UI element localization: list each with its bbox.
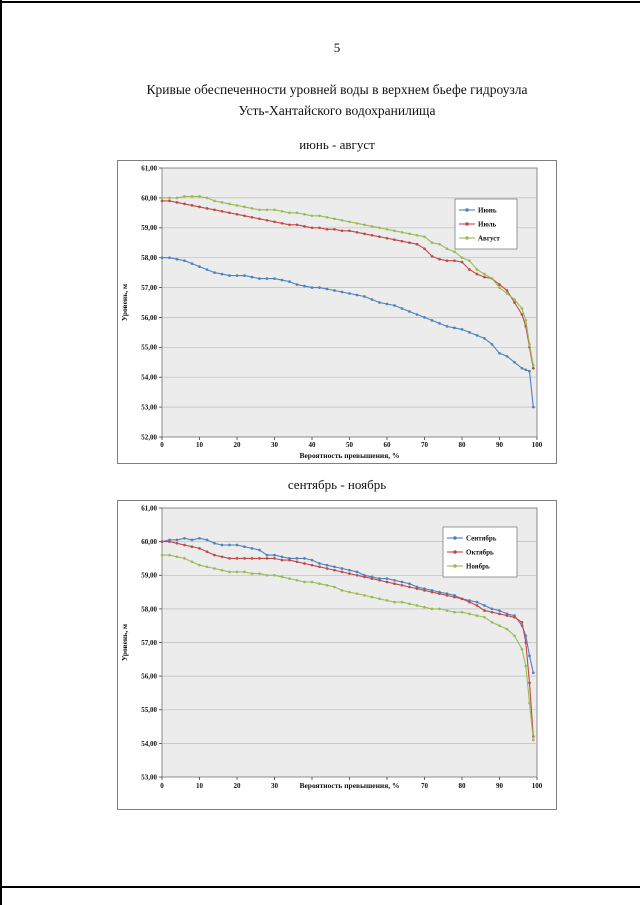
gridlines [162, 197, 537, 408]
y-axis-title: Уровень, м [120, 624, 129, 661]
x-tick-label: 60 [384, 441, 392, 449]
x-axis-title-backing [296, 780, 403, 790]
y-axis: 53,00 54,00 55,00 56,00 57,00 58,00 59,00 60,00… [141, 504, 162, 781]
x-tick-label: 10 [196, 782, 204, 790]
legend-marker-icon [453, 550, 457, 554]
series-Август [160, 194, 535, 367]
scan-edge-top [0, 1, 640, 3]
x-tick-label: 0 [160, 441, 164, 449]
legend-label: Август [478, 234, 500, 242]
y-tick-label: 60,00 [141, 194, 157, 202]
y-tick-label: 61,00 [141, 504, 157, 512]
x-tick-label: 90 [496, 441, 504, 449]
legend-marker-icon [465, 222, 469, 226]
legend: Сентябрь Октябрь Ноябрь [442, 526, 518, 578]
document-title: Кривые обеспеченности уровней воды в вер… [117, 80, 557, 122]
document-title-line1: Кривые обеспеченности уровней воды в вер… [146, 82, 528, 97]
x-tick-label: 90 [496, 782, 504, 790]
y-tick-label: 60,00 [141, 538, 157, 546]
series-Июль [160, 199, 535, 370]
x-tick-label: 100 [532, 441, 543, 449]
x-tick-label: 40 [309, 441, 317, 449]
x-axis-title: Вероятность превышения, % [299, 451, 399, 460]
series-Июнь [160, 256, 535, 409]
y-tick-label: 55,00 [141, 344, 157, 352]
document-title-line2: Усть-Хантайского водохранилища [238, 102, 436, 118]
x-tick-label: 80 [459, 782, 467, 790]
legend-marker-icon [453, 536, 457, 540]
scan-edge-left [0, 0, 2, 905]
x-tick-label: 20 [234, 782, 242, 790]
legend-marker-icon [453, 564, 457, 568]
x-tick-label: 80 [459, 441, 467, 449]
y-tick-label: 53,00 [141, 773, 157, 781]
x-tick-label: 0 [160, 782, 164, 790]
y-tick-label: 56,00 [141, 314, 157, 322]
y-axis-title: Уровень, м [120, 284, 129, 321]
legend-label: Июнь [478, 206, 497, 214]
chart-september-november-plot: 53,00 54,00 55,00 56,00 57,00 58,00 59,00 60,00… [117, 499, 557, 810]
legend: Июнь Июль Август [454, 198, 518, 250]
document-page: 5 Кривые обеспеченности уровней воды в в… [117, 0, 557, 810]
y-tick-label: 59,00 [141, 224, 157, 232]
y-tick-label: 56,00 [141, 672, 157, 680]
y-tick-label: 52,00 [141, 433, 157, 441]
scan-edge-bottom [0, 886, 640, 888]
x-tick-label: 100 [532, 782, 543, 790]
x-tick-label: 70 [421, 782, 429, 790]
x-tick-label: 30 [271, 782, 279, 790]
y-tick-label: 54,00 [141, 373, 157, 381]
y-tick-label: 57,00 [141, 284, 157, 292]
x-axis: 0 10 20 30 40 50 60 70 80 90 100 [160, 436, 543, 449]
x-tick-label: 20 [234, 441, 242, 449]
chart-title-september-november: сентябрь - ноябрь [287, 476, 387, 492]
x-axis-title: Вероятность превышения, % [299, 781, 399, 790]
page-number: 5 [333, 40, 341, 55]
y-tick-label: 59,00 [141, 572, 157, 580]
legend-label: Сентябрь [466, 534, 497, 542]
legend-marker-icon [465, 236, 469, 240]
legend-label: Ноябрь [466, 562, 490, 570]
y-tick-label: 57,00 [141, 639, 157, 647]
legend-label: Июль [478, 220, 497, 228]
y-tick-label: 61,00 [141, 164, 157, 172]
y-axis: 52,00 53,00 54,00 55,00 56,00 57,00 58,00 59,00… [141, 164, 162, 441]
x-tick-label: 10 [196, 441, 204, 449]
chart-june-august-plot: 52,00 53,00 54,00 55,00 56,00 57,00 58,00 59,00… [117, 159, 557, 464]
y-tick-label: 55,00 [141, 706, 157, 714]
y-tick-label: 58,00 [141, 254, 157, 262]
legend-label: Октябрь [466, 548, 494, 556]
y-tick-label: 53,00 [141, 403, 157, 411]
chart-title-june-august: июнь - август [299, 136, 375, 152]
x-tick-label: 30 [271, 441, 279, 449]
legend-marker-icon [465, 208, 469, 212]
y-tick-label: 54,00 [141, 740, 157, 748]
x-tick-label: 50 [346, 441, 354, 449]
x-tick-label: 70 [421, 441, 429, 449]
series-Ноябрь [160, 553, 535, 742]
y-tick-label: 58,00 [141, 605, 157, 613]
